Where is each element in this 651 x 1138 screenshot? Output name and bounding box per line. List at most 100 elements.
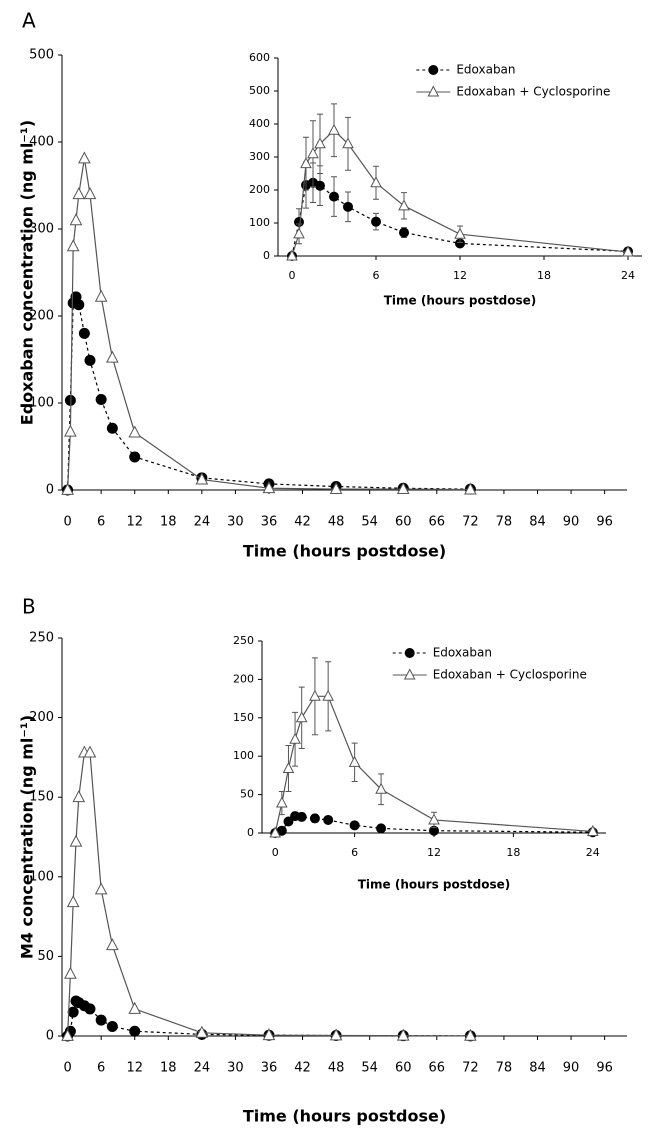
- point: [61, 1028, 74, 1041]
- y-tick-label: 50: [37, 949, 54, 964]
- y-tick-label: 50: [240, 788, 254, 801]
- x-tick-label: 0: [289, 269, 296, 282]
- legend-label: Edoxaban + Cyclosporine: [433, 668, 587, 682]
- point: [398, 199, 410, 211]
- x-tick-label: 42: [294, 1061, 311, 1076]
- y-tick-label: 200: [29, 710, 54, 725]
- x-tick-label: 96: [596, 515, 613, 530]
- x-tick-label: 60: [395, 515, 412, 530]
- x-tick-label: 6: [351, 846, 358, 859]
- y-tick-label: 400: [29, 135, 54, 150]
- point: [84, 1003, 96, 1015]
- point: [73, 299, 85, 311]
- legend-marker: [427, 85, 440, 97]
- y-tick-label: 0: [263, 249, 270, 262]
- y-tick-label: 0: [46, 483, 54, 498]
- x-tick-label: 36: [261, 515, 278, 530]
- x-tick-label: 66: [429, 1061, 446, 1076]
- point: [375, 782, 387, 794]
- point: [262, 481, 276, 494]
- x-tick-label: 18: [160, 1061, 177, 1076]
- x-tick-label: 0: [272, 846, 279, 859]
- point: [455, 238, 465, 249]
- x-tick-label: 48: [328, 1061, 345, 1076]
- x-tick-label: 18: [506, 846, 520, 859]
- point: [293, 227, 305, 239]
- point: [349, 820, 360, 831]
- y-tick-label: 200: [249, 183, 270, 196]
- point: [67, 1006, 79, 1018]
- x-tick-label: 54: [361, 515, 378, 530]
- point: [61, 482, 74, 495]
- point: [295, 711, 308, 723]
- x-axis-label: Time (hours postdose): [243, 542, 446, 561]
- legend-marker: [428, 65, 439, 75]
- point: [309, 689, 321, 701]
- x-axis-label: Time (hours postdose): [384, 294, 536, 308]
- point: [64, 424, 77, 437]
- point: [106, 422, 118, 434]
- x-axis-label: Time (hours postdose): [243, 1107, 446, 1126]
- panel-label: A: [22, 9, 36, 33]
- panel-label: B: [22, 595, 36, 619]
- x-tick-label: 12: [126, 1061, 143, 1076]
- point: [329, 191, 339, 202]
- point: [276, 796, 288, 808]
- point: [376, 823, 387, 834]
- point: [294, 217, 304, 228]
- point: [328, 123, 340, 135]
- y-tick-label: 300: [249, 150, 270, 163]
- x-tick-label: 24: [194, 515, 211, 530]
- point: [95, 394, 107, 406]
- x-tick-label: 12: [427, 846, 441, 859]
- y-axis-label: M4 concentration (ng ml⁻¹): [18, 715, 37, 959]
- y-tick-label: 0: [247, 826, 254, 839]
- y-tick-label: 100: [249, 216, 270, 229]
- legend-label: Edoxaban: [456, 63, 515, 77]
- x-tick-label: 48: [328, 515, 345, 530]
- y-tick-label: 600: [249, 51, 270, 64]
- x-tick-label: 42: [294, 515, 311, 530]
- y-tick-label: 100: [29, 396, 54, 411]
- point: [195, 1025, 209, 1038]
- x-tick-label: 30: [227, 1061, 244, 1076]
- point: [128, 1001, 142, 1014]
- x-tick-label: 78: [496, 515, 513, 530]
- x-tick-label: 84: [529, 1061, 546, 1076]
- x-tick-label: 36: [261, 1061, 278, 1076]
- y-tick-label: 200: [29, 309, 54, 324]
- point: [66, 895, 80, 908]
- x-tick-label: 6: [373, 269, 380, 282]
- point: [396, 482, 410, 495]
- point: [307, 147, 319, 159]
- x-tick-label: 24: [194, 1061, 211, 1076]
- x-tick-label: 84: [529, 515, 546, 530]
- point: [300, 157, 312, 169]
- point: [78, 151, 91, 164]
- point: [464, 482, 477, 495]
- x-tick-label: 54: [361, 1061, 378, 1076]
- x-axis-label: Time (hours postdose): [358, 878, 510, 892]
- point: [195, 472, 209, 485]
- x-tick-label: 78: [496, 1061, 513, 1076]
- point: [78, 327, 90, 339]
- y-tick-label: 150: [233, 711, 254, 724]
- y-tick-label: 500: [29, 48, 54, 63]
- point: [370, 176, 382, 188]
- point: [296, 811, 307, 822]
- point: [399, 227, 409, 238]
- y-tick-label: 400: [249, 117, 270, 130]
- legend-marker: [403, 668, 416, 680]
- point: [283, 816, 294, 827]
- point: [66, 239, 80, 252]
- point: [622, 245, 634, 257]
- point: [343, 201, 353, 212]
- y-axis-label: Edoxaban concentration (ng ml⁻¹): [18, 120, 37, 425]
- x-tick-label: 0: [63, 515, 71, 530]
- point: [309, 813, 320, 824]
- point: [276, 825, 287, 836]
- point: [72, 187, 86, 200]
- y-tick-label: 250: [233, 634, 254, 647]
